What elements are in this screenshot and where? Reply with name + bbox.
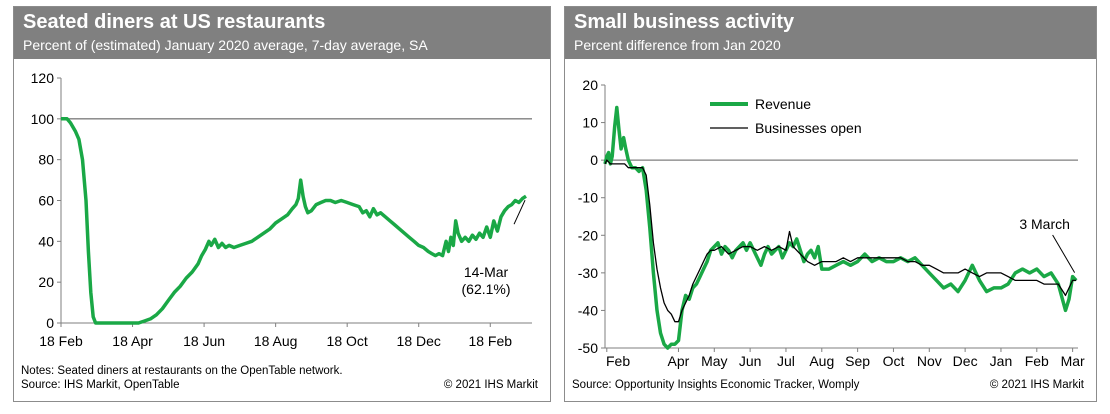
x-tick-label: Jun: [739, 353, 762, 369]
panel-header: Seated diners at US restaurants Percent …: [14, 7, 550, 59]
y-tick-label: 0: [590, 152, 598, 168]
legend-label-revenue: Revenue: [755, 96, 811, 112]
x-tick-label: Dec: [953, 353, 978, 369]
annotation-leader-line: [513, 200, 526, 225]
y-tick-label: -50: [578, 340, 598, 356]
x-tick-label: Jul: [777, 353, 795, 369]
small-business-chart: -50 -40 -30 -20 -10 0 10 20 Feb Apr May Jun Jul Aug Se…: [578, 77, 1085, 369]
x-tick-label: Feb: [606, 353, 630, 369]
x-tick-label: Oct: [883, 353, 905, 369]
annotation-leader-line: [1052, 234, 1076, 273]
chart-copyright: © 2021 IHS Markit: [989, 379, 1084, 391]
y-tick-label: 20: [38, 274, 54, 290]
x-tick-label: Aug: [809, 353, 834, 369]
series-line-revenue: [603, 105, 1078, 350]
series-line-seated-diners: [61, 117, 527, 325]
y-tick-label: 40: [38, 233, 54, 249]
chart-panel-seated-diners: Seated diners at US restaurants Percent …: [13, 6, 551, 402]
chart-source: Source: IHS Markit, OpenTable: [21, 379, 180, 391]
panel-subtitle: Percent of (estimated) January 2020 aver…: [23, 37, 428, 53]
series-line-businesses-open: [604, 159, 1077, 323]
y-tick-label: 10: [582, 115, 598, 131]
annotation-date-label: 14-Mar: [464, 264, 509, 280]
y-tick-label: 100: [31, 111, 55, 127]
seated-diners-chart: 0 20 40 60 80 100 120 18 Feb 18 Apr 18 Jun 18 Aug 1…: [31, 70, 532, 349]
y-tick-label: 0: [46, 315, 54, 331]
x-tick-label: 18 Aug: [254, 333, 298, 349]
x-tick-label: Mar: [1061, 353, 1085, 369]
y-tick-label: 120: [31, 70, 55, 86]
panel-header: Small business activity Percent differen…: [565, 7, 1096, 59]
annotation-value-label: (62.1%): [462, 281, 511, 297]
y-tick-label: 60: [38, 193, 54, 209]
x-tick-label: 18 Apr: [112, 333, 153, 349]
legend-label-businesses-open: Businesses open: [755, 120, 862, 136]
x-tick-label: 18 Oct: [327, 333, 368, 349]
x-tick-label: Feb: [1025, 353, 1049, 369]
x-tick-label: Nov: [917, 353, 942, 369]
panel-subtitle: Percent difference from Jan 2020: [574, 37, 781, 53]
y-tick-label: 80: [38, 152, 54, 168]
annotation-label-3-march: 3 March: [1019, 216, 1070, 232]
x-tick-label: 18 Feb: [39, 333, 83, 349]
y-tick-label: -40: [578, 302, 598, 318]
chart-source: Source: Opportunity Insights Economic Tr…: [572, 379, 860, 391]
x-tick-label: May: [701, 353, 727, 369]
x-tick-label: Jan: [990, 353, 1013, 369]
panel-title: Small business activity: [574, 11, 795, 33]
x-tick-label: Apr: [668, 353, 690, 369]
chart-copyright: © 2021 IHS Markit: [443, 379, 538, 391]
x-tick-label: Sep: [845, 353, 870, 369]
y-tick-label: -30: [578, 265, 598, 281]
y-tick-label: -10: [578, 190, 598, 206]
y-tick-label: 20: [582, 77, 598, 93]
panel-title: Seated diners at US restaurants: [23, 11, 326, 33]
x-tick-label: 18 Jun: [183, 333, 225, 349]
x-tick-label: 18 Dec: [397, 333, 441, 349]
chart-notes: Notes: Seated diners at restaurants on t…: [21, 365, 343, 377]
chart-panel-small-business: Small business activity Percent differen…: [564, 6, 1097, 402]
y-tick-label: -20: [578, 227, 598, 243]
x-tick-label: 18 Feb: [468, 333, 512, 349]
